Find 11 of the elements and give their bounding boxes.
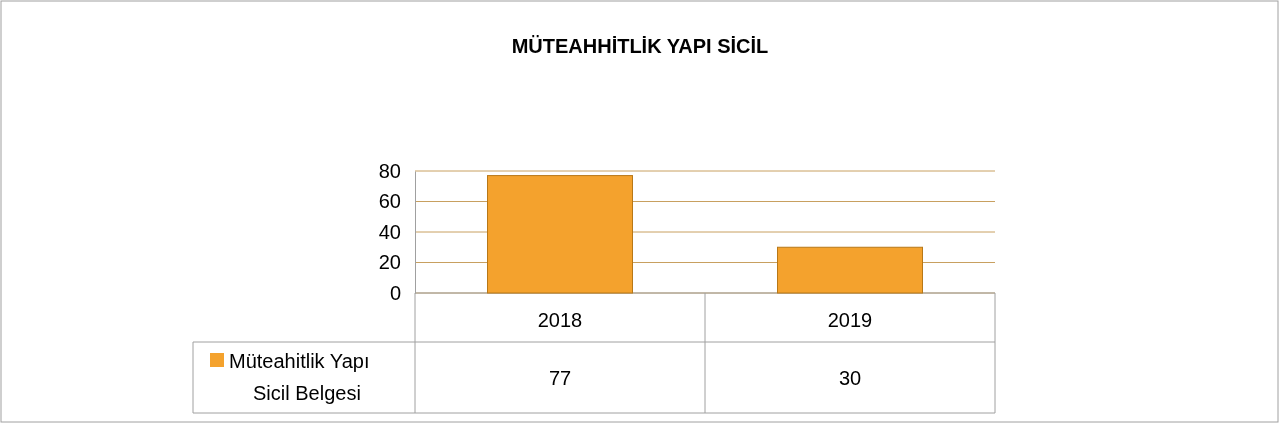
y-tick-label: 20 — [378, 251, 401, 274]
chart-title: MÜTEAHHİTLİK YAPI SİCİL — [511, 35, 769, 57]
data-label: 30 — [838, 366, 862, 389]
legend-label: Müteahitlik Yapı Sicil Belgesi — [229, 350, 370, 404]
y-tick-label: 40 — [378, 220, 401, 243]
data-label: 77 — [548, 366, 572, 389]
x-tick-label: 2019 — [827, 309, 873, 331]
y-tick-label: 60 — [378, 190, 401, 213]
y-tick-label: 80 — [378, 159, 401, 182]
y-tick-label: 0 — [389, 281, 401, 304]
x-tick-label: 2018 — [537, 309, 583, 331]
